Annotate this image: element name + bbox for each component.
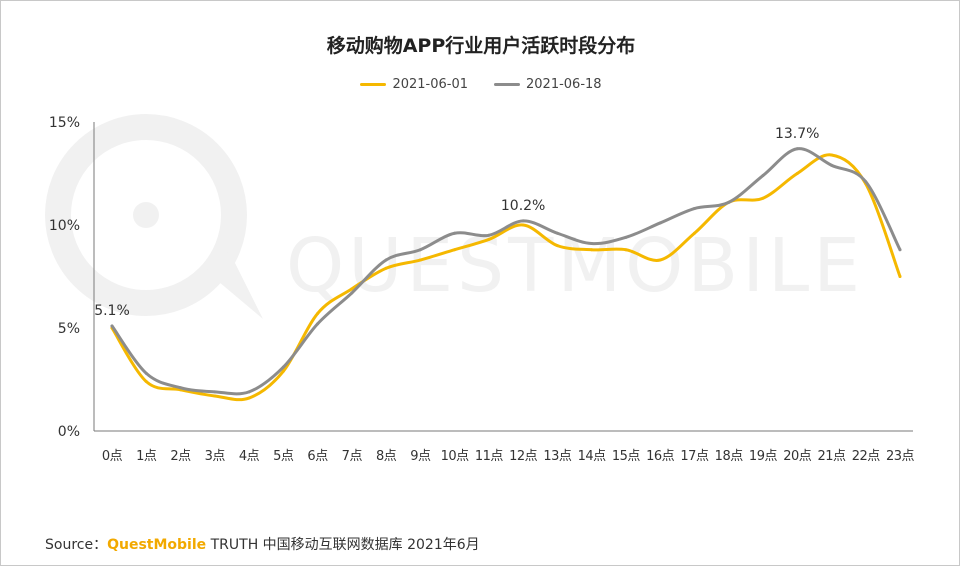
data-label: 10.2% xyxy=(501,198,545,214)
x-tick-label: 11点 xyxy=(475,449,504,464)
watermark-logo-dot xyxy=(133,202,159,228)
x-tick-label: 6点 xyxy=(307,449,328,464)
series-2-point xyxy=(179,386,183,390)
x-tick-label: 22点 xyxy=(852,449,881,464)
chart-legend: 2021-06-01 2021-06-18 xyxy=(1,77,959,92)
y-tick-label: 10% xyxy=(49,218,80,234)
series-1-point xyxy=(281,369,285,373)
series-2-point xyxy=(281,365,285,369)
data-label: 13.7% xyxy=(775,126,819,142)
series-2-point xyxy=(384,258,388,262)
series-1-point xyxy=(658,258,662,262)
series-2-point xyxy=(692,207,696,211)
series-1-point xyxy=(624,248,628,252)
series-2-point xyxy=(487,233,491,237)
series-line-2 xyxy=(110,147,902,396)
series-1-point xyxy=(829,153,833,157)
series-1-point xyxy=(521,223,525,227)
series-line-1 xyxy=(110,153,902,402)
y-tick-label: 15% xyxy=(49,115,80,131)
watermark-logo-tail xyxy=(206,251,263,319)
series-1-point xyxy=(487,237,491,241)
legend-item-series-2: 2021-06-18 xyxy=(494,77,602,92)
x-tick-label: 15点 xyxy=(612,449,641,464)
legend-swatch-series-1 xyxy=(360,83,387,86)
x-tick-label: 1点 xyxy=(136,449,157,464)
series-1-point xyxy=(213,394,217,398)
source-brand-logo: QuestMobile xyxy=(107,537,207,553)
x-tick-label: 7点 xyxy=(342,449,363,464)
series-2-point xyxy=(144,371,148,375)
series-2-point xyxy=(795,147,799,151)
x-tick-label: 8点 xyxy=(376,449,397,464)
y-tick-label: 0% xyxy=(58,424,80,440)
series-2-point xyxy=(316,322,320,326)
series-2-point xyxy=(110,324,114,328)
series-1-point xyxy=(453,248,457,252)
legend-item-series-1: 2021-06-01 xyxy=(360,77,468,92)
x-tick-label: 5点 xyxy=(273,449,294,464)
source-note: Source：QuestMobile TRUTH 中国移动互联网数据库 2021… xyxy=(45,534,480,554)
series-1-point xyxy=(898,275,902,278)
series-2-point xyxy=(521,219,525,223)
x-tick-label: 18点 xyxy=(715,449,744,464)
x-tick-label: 14点 xyxy=(578,449,607,464)
x-tick-label: 17点 xyxy=(680,449,709,464)
x-tick-label: 19点 xyxy=(749,449,778,464)
series-1-point xyxy=(384,266,388,270)
series-2-point xyxy=(453,231,457,235)
series-1-point xyxy=(692,231,696,235)
watermark-text: QUESTMOBILE xyxy=(286,223,864,309)
series-1-point xyxy=(418,258,422,262)
series-2-point xyxy=(727,200,731,204)
series-1-point xyxy=(590,248,594,252)
series-2-point xyxy=(898,248,902,252)
series-2-point xyxy=(829,163,833,167)
x-tick-label: 0点 xyxy=(102,449,123,464)
series-1-point xyxy=(144,380,148,384)
chart-title: 移动购物APP行业用户活跃时段分布 xyxy=(326,35,636,57)
series-1-point xyxy=(350,287,354,291)
y-tick-label: 5% xyxy=(58,321,80,337)
series-1-point xyxy=(795,172,799,175)
series-1-point xyxy=(761,196,765,200)
x-tick-label: 20点 xyxy=(783,449,812,464)
series-2-point xyxy=(590,242,594,246)
series-2-point xyxy=(555,231,559,235)
series-2-point xyxy=(658,221,662,225)
series-1-point xyxy=(247,396,251,400)
x-tick-label: 4点 xyxy=(239,449,260,464)
series-2-point xyxy=(418,248,422,252)
series-2-point xyxy=(864,180,868,184)
data-label: 5.1% xyxy=(94,303,130,319)
series-2-point xyxy=(213,390,217,394)
legend-swatch-series-2 xyxy=(494,83,520,86)
source-prefix: Source： xyxy=(45,537,108,553)
legend-label-series-1: 2021-06-01 xyxy=(392,77,468,92)
series-2-point xyxy=(761,174,765,178)
watermark-logo-ring xyxy=(45,114,247,316)
x-tick-label: 10点 xyxy=(441,449,470,464)
x-tick-label: 16点 xyxy=(646,449,675,464)
x-tick-label: 21点 xyxy=(817,449,846,464)
series-1-point xyxy=(555,244,559,248)
source-rest: TRUTH 中国移动互联网数据库 2021年6月 xyxy=(210,537,480,553)
x-tick-label: 13点 xyxy=(543,449,572,464)
legend-label-series-2: 2021-06-18 xyxy=(526,77,602,92)
series-2-point xyxy=(247,390,251,394)
x-tick-label: 12点 xyxy=(509,449,538,464)
x-tick-label: 9点 xyxy=(410,449,431,464)
x-tick-label: 23点 xyxy=(886,449,915,464)
series-2-point xyxy=(350,291,354,295)
x-tick-label: 2点 xyxy=(170,449,191,464)
series-2-point xyxy=(624,235,628,239)
series-1-point xyxy=(316,312,320,316)
x-tick-label: 3点 xyxy=(205,449,226,464)
